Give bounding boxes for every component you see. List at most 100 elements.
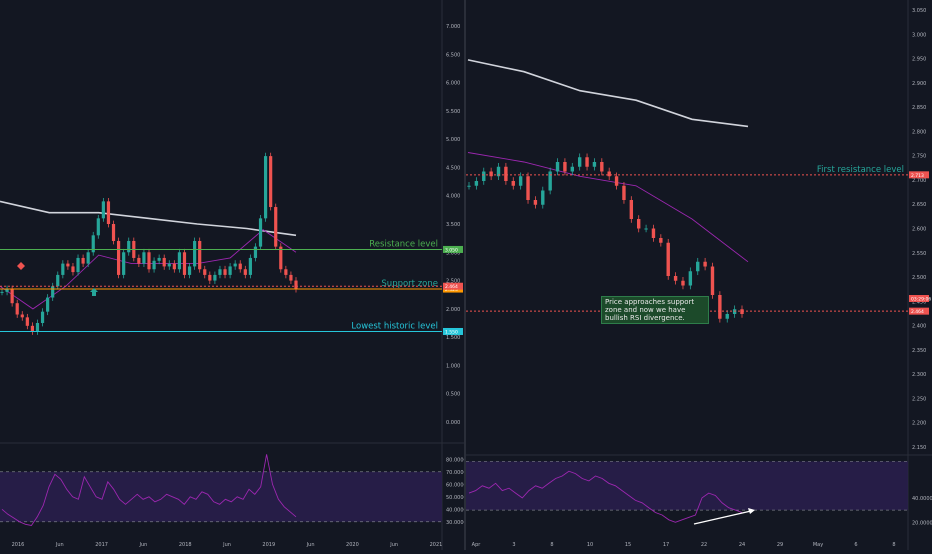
rsi-tick-label: 60.0000 [446, 482, 464, 488]
price-tick-label: 2.550 [912, 251, 926, 257]
candle-body [91, 235, 95, 253]
price-tick-label: 2.750 [912, 154, 926, 160]
candle-body [651, 228, 656, 238]
rsi-tick-label: 40.0000 [446, 507, 464, 513]
time-tick-label: 3 [512, 542, 515, 548]
price-tick-label: 4.500 [446, 165, 460, 171]
price-tick-label: 7.000 [446, 24, 460, 30]
candle-body [111, 224, 116, 241]
candle-body [81, 257, 85, 264]
candle-body [40, 311, 45, 323]
candle-body [142, 252, 146, 264]
price-tick-label: 2.150 [912, 445, 926, 451]
price-tick-label: 2.450 [912, 299, 926, 305]
level-tag-bg [443, 327, 463, 335]
time-tick-label: 8 [550, 542, 553, 548]
candle-body [681, 280, 685, 286]
candle-body [228, 266, 232, 275]
candle-body [718, 295, 722, 319]
candle-body [740, 309, 744, 314]
price-tick-label: 4.000 [446, 194, 460, 200]
level-label: Resistance level [369, 239, 438, 249]
candle-body [208, 274, 212, 281]
short-term-chart-svg[interactable]: 3.050 3.000 2.950 2.900 2.850 2.800 2.750 2.700… [466, 0, 932, 550]
candle-body [187, 266, 192, 275]
level-tag: 2.464 [445, 284, 458, 290]
candle-body [607, 171, 611, 177]
level-label: Support zone [381, 279, 438, 289]
candle-body [35, 323, 40, 332]
candle-body [541, 190, 545, 205]
candle-body [533, 200, 538, 205]
candle-body [182, 252, 187, 275]
rsi-tick-label: 20.0000 [912, 520, 932, 526]
candle-body [127, 240, 131, 253]
level-label: First resistance level [817, 165, 904, 175]
candle-body [198, 240, 202, 270]
candle-body [585, 157, 589, 167]
price-tick-label: 2.350 [912, 348, 926, 354]
candle-body [0, 291, 4, 293]
price-tick-label: 2.650 [912, 202, 926, 208]
long-term-chart[interactable]: 7.000 6.500 6.000 5.500 5.000 4.500 4.000 3.500… [0, 0, 467, 550]
price-tick-label: 2.250 [912, 396, 926, 402]
candle-body [15, 303, 19, 315]
candle-body [279, 246, 283, 270]
time-tick-label: Jun [138, 542, 147, 548]
rsi-band [466, 461, 908, 511]
ma-slow-line [467, 59, 749, 128]
candle-body [725, 314, 729, 319]
level-tag-bg [443, 245, 463, 253]
candle-body [122, 252, 126, 275]
time-tick-label: Jun [222, 542, 231, 548]
candle-body [116, 240, 121, 275]
sell-arrow-icon [17, 262, 25, 270]
candle-body [467, 185, 471, 187]
candle-body [263, 156, 268, 219]
candle-body [167, 263, 171, 267]
candle-body [614, 176, 619, 186]
candle-body [482, 171, 486, 181]
price-tick-label: 2.500 [912, 275, 926, 281]
candle-body [294, 280, 298, 290]
candle-body [157, 257, 161, 261]
price-tick-label: 2.800 [912, 129, 926, 135]
candle-body [223, 269, 227, 275]
level-tag: 2.713 [911, 173, 924, 179]
level-tag: 1.550 [445, 329, 458, 335]
candle-body [238, 263, 242, 270]
candle-body [218, 269, 222, 275]
rsi-tick-label: 70.0000 [446, 470, 464, 476]
rsi-line [1, 454, 297, 527]
candle-body [703, 261, 707, 267]
candle-body [51, 286, 55, 298]
time-tick-label: 2018 [179, 542, 192, 548]
candle-body [106, 201, 111, 224]
price-tick-label: 6.000 [446, 81, 460, 87]
time-tick-label: 6 [854, 542, 857, 548]
price-tick-label: 3.000 [446, 250, 460, 256]
candle-body [66, 263, 70, 267]
candle-body [213, 274, 217, 281]
pane-divider[interactable] [464, 0, 466, 550]
time-tag-bg [909, 295, 929, 302]
level-tag: 2.464 [911, 309, 924, 315]
time-tick-label: May [813, 542, 823, 548]
price-tick-label: 2.700 [912, 178, 926, 184]
candle-body [673, 276, 678, 281]
ma-slow-line [0, 200, 297, 237]
price-tick-label: 2.900 [912, 81, 926, 87]
price-tick-label: 5.500 [446, 109, 460, 115]
time-tick-label: 2020 [346, 542, 359, 548]
candle-body [526, 176, 530, 200]
candle-body [637, 219, 641, 229]
short-term-chart[interactable]: 3.050 3.000 2.950 2.900 2.850 2.800 2.750 2.700… [466, 0, 932, 550]
time-tick-label: 15 [625, 542, 631, 548]
candle-body [289, 274, 293, 281]
candle-body [76, 257, 80, 273]
rsi-tick-label: 80.0000 [446, 457, 464, 463]
candle-body [30, 325, 35, 332]
time-tick-label: 29 [777, 542, 783, 548]
candle-body [511, 181, 515, 186]
long-term-chart-svg[interactable]: 7.000 6.500 6.000 5.500 5.000 4.500 4.000 3.500… [0, 0, 467, 550]
